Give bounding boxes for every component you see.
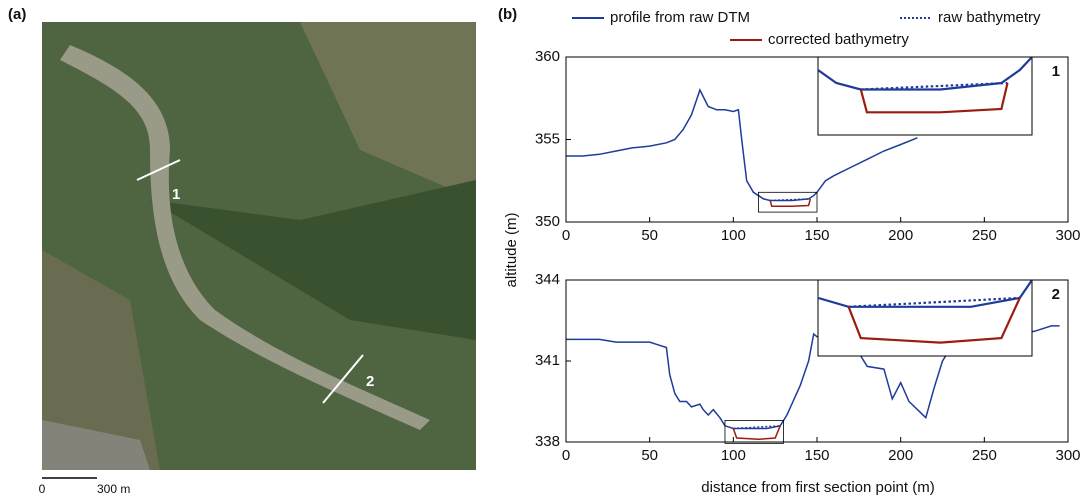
y-tick-label: 341 bbox=[535, 352, 560, 369]
x-tick-label: 100 bbox=[721, 447, 746, 464]
series-line bbox=[769, 198, 812, 208]
y-tick-label: 360 bbox=[535, 48, 560, 65]
x-axis-label: distance from first section point (m) bbox=[701, 479, 934, 496]
section-label: 1 bbox=[172, 186, 180, 203]
scale-label: 0 bbox=[39, 482, 46, 496]
inset-region bbox=[724, 419, 784, 444]
axes-frame bbox=[565, 56, 1069, 223]
x-tick-label: 100 bbox=[721, 227, 746, 244]
x-tick-label: 50 bbox=[641, 227, 658, 244]
panel-label: (a) bbox=[8, 6, 26, 23]
y-tick-label: 338 bbox=[535, 433, 560, 450]
section-label: 2 bbox=[366, 373, 374, 390]
x-tick-label: 0 bbox=[562, 227, 570, 244]
series-line bbox=[566, 325, 1060, 430]
legend-label: corrected bathymetry bbox=[768, 31, 909, 48]
panel-label: (b) bbox=[498, 6, 517, 23]
inset-plot bbox=[818, 57, 1032, 114]
section-label: 2 bbox=[1052, 286, 1060, 303]
y-tick-label: 344 bbox=[535, 271, 560, 288]
inset-frame bbox=[817, 56, 1033, 136]
section-line bbox=[136, 159, 181, 181]
inset-line bbox=[859, 82, 1009, 114]
x-tick-label: 250 bbox=[972, 447, 997, 464]
x-tick-label: 150 bbox=[804, 227, 829, 244]
plot-area bbox=[566, 88, 918, 208]
section-line bbox=[322, 354, 364, 404]
x-tick-label: 300 bbox=[1055, 447, 1080, 464]
y-tick-label: 355 bbox=[535, 130, 560, 147]
inset-region bbox=[758, 191, 818, 213]
inset-frame bbox=[817, 279, 1033, 357]
x-tick-label: 300 bbox=[1055, 227, 1080, 244]
plot-area bbox=[566, 325, 1060, 441]
aerial-photo bbox=[42, 22, 476, 470]
x-tick-label: 200 bbox=[888, 227, 913, 244]
legend-label: profile from raw DTM bbox=[610, 9, 750, 26]
inset-line bbox=[847, 297, 1021, 344]
legend-label: raw bathymetry bbox=[938, 9, 1041, 26]
inset-line bbox=[848, 296, 1020, 308]
x-tick-label: 50 bbox=[641, 447, 658, 464]
x-tick-label: 200 bbox=[888, 447, 913, 464]
inset-plot bbox=[818, 280, 1032, 344]
axes-frame bbox=[565, 279, 1069, 443]
x-tick-label: 0 bbox=[562, 447, 570, 464]
scale-label: 300 m bbox=[97, 482, 130, 496]
y-axis-label: altitude (m) bbox=[503, 212, 520, 287]
x-tick-label: 250 bbox=[972, 227, 997, 244]
series-line bbox=[732, 425, 781, 441]
series-line bbox=[770, 198, 811, 202]
series-line bbox=[566, 88, 918, 202]
y-tick-label: 350 bbox=[535, 213, 560, 230]
section-label: 1 bbox=[1052, 63, 1060, 80]
x-tick-label: 150 bbox=[804, 447, 829, 464]
inset-line bbox=[860, 81, 1008, 91]
